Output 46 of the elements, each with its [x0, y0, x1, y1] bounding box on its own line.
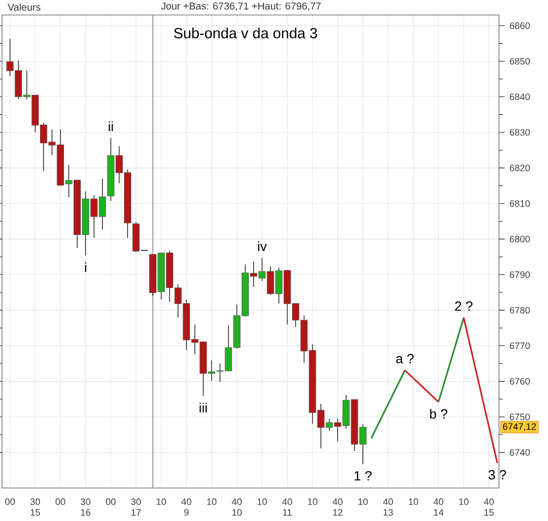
annotation: iv	[258, 241, 267, 251]
x-tick-label: 00	[56, 498, 66, 506]
annotation: 1 ?	[354, 471, 372, 480]
x-tick-label: 10	[207, 498, 216, 506]
x-tick-label: 10	[258, 498, 267, 506]
y-tick-label: 6860	[510, 22, 530, 29]
annotation: 6747,12	[503, 423, 536, 431]
annotation: i	[85, 262, 86, 272]
text: Sub-onda v da onda 3	[174, 28, 318, 38]
x-tick-label: 00	[106, 498, 116, 506]
annotation: 2 ?	[455, 301, 472, 311]
y-tick-label: 6750	[510, 414, 530, 420]
y-tick-label: 6790	[510, 271, 530, 278]
annotation: ii	[108, 121, 113, 132]
annotation: a ?	[396, 354, 414, 364]
x-tick-label: 40 14	[434, 498, 444, 516]
y-tick-label: 6800	[510, 236, 530, 242]
y-tick-label: 6760	[510, 378, 530, 385]
x-tick-label: 30 15	[30, 498, 40, 516]
y-tick-label: 6830	[510, 129, 530, 136]
x-tick-label: 40 15	[484, 498, 494, 516]
y-tick-label: 6850	[510, 58, 530, 65]
x-tick-label: 40 11	[282, 498, 292, 516]
y-tick-label: 6780	[510, 306, 530, 314]
x-tick-label: 40 10	[232, 498, 242, 516]
x-tick-label: 40 9	[181, 498, 192, 516]
x-tick-label: 30 16	[80, 498, 90, 516]
x-tick-label: 40 12	[332, 498, 343, 516]
y-tick-label: 6810	[510, 200, 530, 207]
x-tick-label: 10	[408, 498, 418, 506]
x-tick-label: 10	[308, 498, 318, 506]
x-tick-label: 00	[5, 498, 15, 506]
x-tick-label: 40 13	[383, 498, 393, 516]
x-tick-label: 10	[358, 498, 368, 506]
y-tick-label: 6770	[510, 342, 530, 350]
y-tick-label: 6840	[510, 94, 530, 100]
annotation: iii	[200, 402, 207, 412]
x-tick-label: 30 17	[131, 498, 141, 516]
annotation: 3 ?	[488, 470, 506, 480]
y-tick-label: 6820	[510, 164, 530, 172]
y-tick-label: 6740	[510, 449, 530, 456]
annotation: b ?	[430, 408, 448, 419]
x-tick-label: 10	[459, 498, 469, 506]
text: Valeurs	[8, 3, 40, 11]
text: Jour +Bas: 6736,71 +Haut: 6796,77	[161, 2, 321, 11]
x-tick-label: 10	[156, 498, 166, 506]
